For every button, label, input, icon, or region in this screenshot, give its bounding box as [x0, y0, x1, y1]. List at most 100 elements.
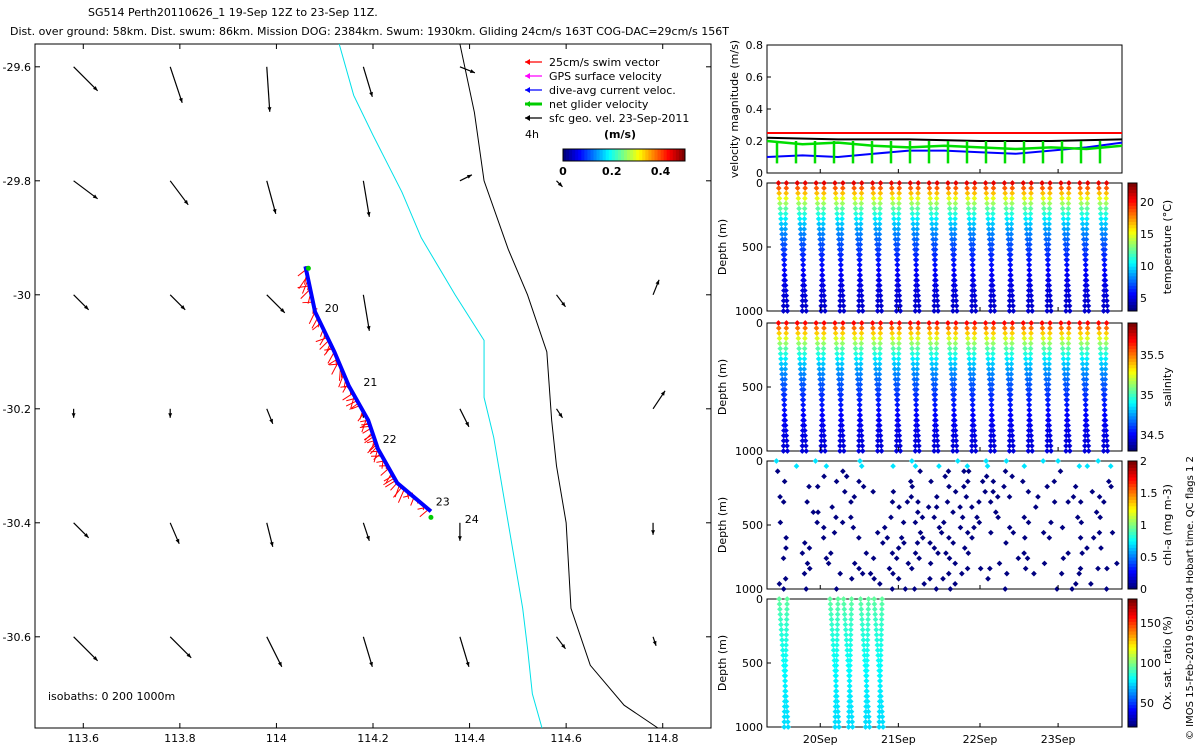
section-marker	[818, 287, 825, 294]
sfc-velocity-arrow	[73, 180, 98, 200]
section-marker	[1083, 226, 1090, 232]
chla-marker	[1040, 529, 1047, 536]
chla-marker	[1025, 488, 1032, 495]
section-marker	[1095, 180, 1102, 186]
chla-marker	[1058, 570, 1065, 577]
chla-marker	[1019, 478, 1026, 485]
chla-marker	[1024, 555, 1031, 562]
section-marker	[782, 672, 789, 679]
section-marker	[1102, 376, 1109, 383]
chla-marker	[946, 483, 952, 490]
section-marker	[781, 422, 787, 429]
section-marker	[783, 611, 790, 618]
section-axes-box	[766, 460, 1123, 590]
section-marker	[801, 340, 808, 347]
section-marker	[895, 210, 902, 217]
chla-marker	[806, 483, 812, 490]
section-colorbar-cell	[1128, 691, 1137, 696]
section-colorbar-cell	[1128, 502, 1137, 507]
section-marker	[987, 448, 994, 454]
section-marker	[832, 724, 838, 730]
section-marker	[912, 448, 919, 454]
section-marker	[784, 303, 790, 309]
section-marker	[864, 632, 871, 638]
section-marker	[875, 292, 881, 299]
section-marker	[1023, 226, 1030, 232]
section-marker	[1064, 231, 1071, 238]
section-marker	[1047, 185, 1053, 191]
section-marker	[821, 190, 827, 197]
section-marker	[829, 632, 836, 638]
section-marker	[889, 195, 896, 202]
section-marker	[870, 325, 876, 331]
section-marker	[801, 345, 808, 352]
section-marker	[878, 616, 885, 623]
section-marker	[780, 308, 787, 314]
section-marker	[876, 703, 883, 710]
section-marker	[1084, 325, 1091, 331]
section-marker	[1058, 320, 1064, 326]
section-marker	[896, 195, 902, 202]
section-marker	[782, 678, 789, 684]
section-marker	[1029, 448, 1036, 454]
section-colorbar-cell	[1128, 624, 1137, 629]
chla-marker	[1076, 463, 1083, 469]
section-marker	[932, 376, 939, 383]
section-marker	[1046, 345, 1053, 352]
section-marker	[775, 325, 782, 331]
section-marker	[781, 713, 788, 720]
section-marker	[800, 391, 807, 398]
section-marker	[796, 216, 803, 222]
section-marker	[969, 427, 976, 434]
section-marker	[1081, 448, 1088, 454]
section-marker	[894, 412, 901, 418]
section-marker	[954, 308, 960, 314]
section-marker	[874, 297, 881, 304]
section-marker	[950, 412, 957, 418]
chla-marker	[1072, 581, 1079, 587]
section-marker	[1103, 325, 1110, 331]
sfc-velocity-arrow	[73, 66, 99, 92]
section-marker	[990, 185, 997, 191]
section-marker	[965, 335, 971, 342]
section-marker	[1061, 371, 1068, 378]
sfc-velocity-arrow	[362, 294, 370, 331]
section-colorbar-cell	[1128, 531, 1137, 536]
section-marker	[1046, 366, 1052, 372]
section-marker	[776, 596, 782, 602]
section-marker	[895, 205, 902, 212]
map-colorbar-cell	[608, 149, 613, 161]
section-marker	[777, 340, 783, 347]
section-colorbar-cell	[1128, 396, 1137, 401]
map-colorbar-cell	[605, 149, 610, 161]
section-marker	[1004, 216, 1010, 222]
section-marker	[832, 719, 838, 725]
section-marker	[877, 335, 884, 342]
section-marker	[876, 221, 883, 227]
section-marker	[1063, 437, 1069, 444]
section-marker	[839, 210, 846, 217]
sfc-velocity-arrowhead	[83, 533, 89, 538]
section-marker	[848, 626, 854, 633]
section-marker	[848, 611, 855, 618]
section-marker	[1060, 221, 1067, 227]
section-marker	[1009, 297, 1016, 304]
section-marker	[894, 427, 900, 434]
section-marker	[990, 325, 997, 331]
section-marker	[931, 308, 937, 314]
chla-marker	[1114, 560, 1120, 567]
section-marker	[780, 292, 787, 299]
chla-marker	[857, 458, 863, 464]
section-marker	[877, 205, 883, 212]
section-marker	[971, 335, 978, 342]
section-marker	[908, 340, 915, 347]
chla-marker	[1065, 499, 1071, 505]
legend-arrowhead	[525, 115, 530, 121]
section-marker	[894, 422, 900, 429]
section-marker	[970, 391, 976, 398]
section-marker	[1098, 361, 1105, 367]
section-marker	[933, 195, 940, 202]
section-marker	[1060, 361, 1067, 367]
section-marker	[1006, 303, 1013, 309]
section-colorbar-cell	[1128, 650, 1137, 654]
